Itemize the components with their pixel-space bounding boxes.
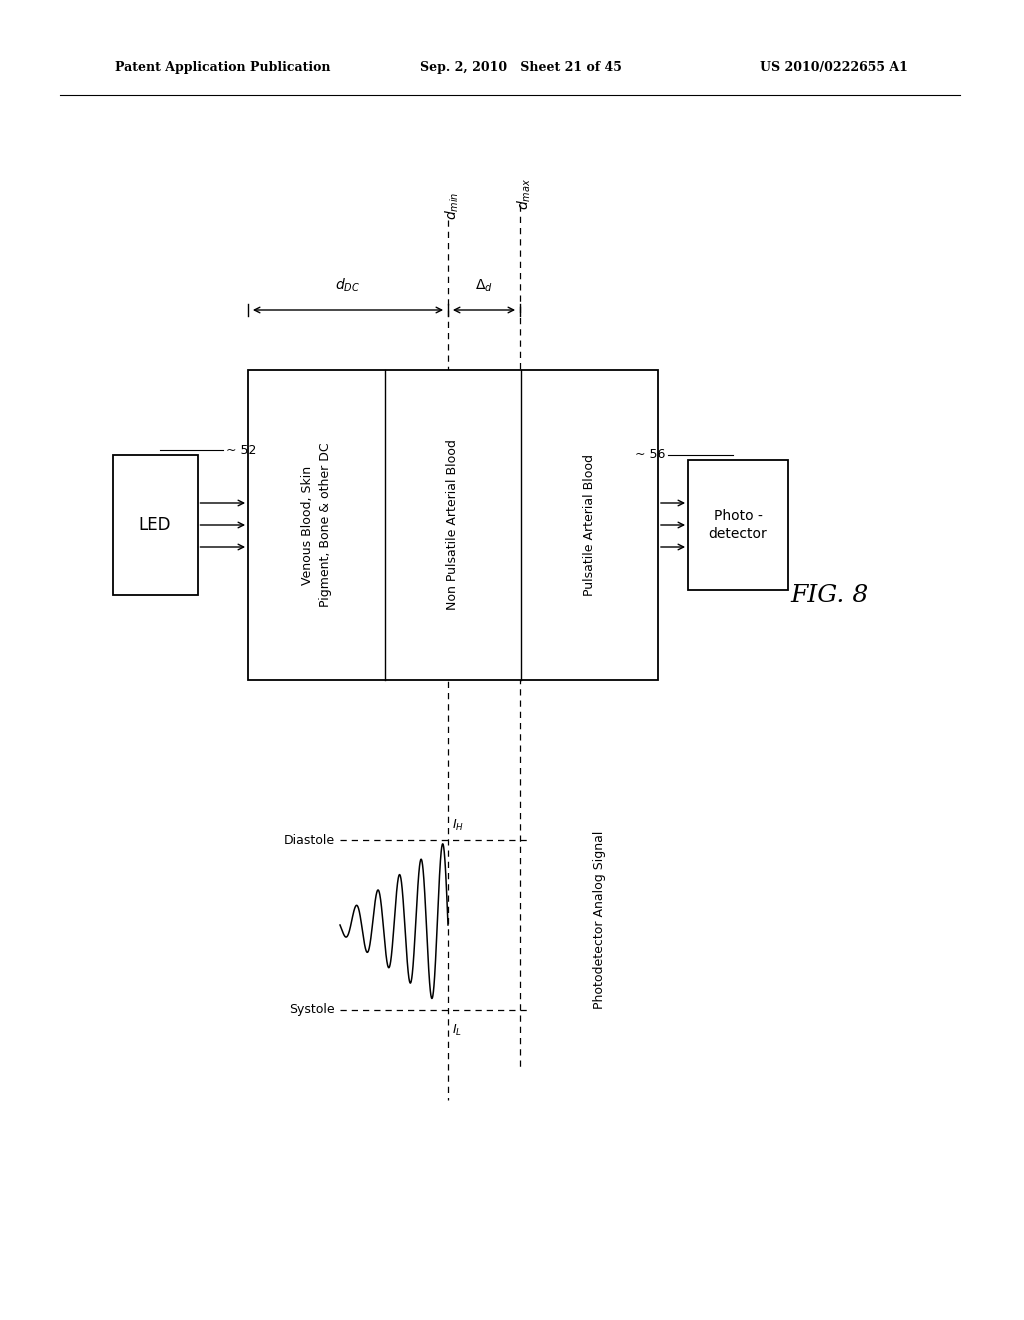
- Text: Systole: Systole: [290, 1003, 335, 1016]
- Bar: [113, 455, 198, 595]
- Text: ~ 56: ~ 56: [635, 449, 665, 462]
- Text: $d_{min}$: $d_{min}$: [443, 191, 461, 220]
- Text: FIG. 8: FIG. 8: [791, 583, 869, 606]
- Text: Pulsatile Arterial Blood: Pulsatile Arterial Blood: [583, 454, 596, 597]
- Text: $d_{DC}$: $d_{DC}$: [336, 277, 360, 294]
- Text: $I_L$: $I_L$: [452, 1023, 462, 1038]
- Text: Photodetector Analog Signal: Photodetector Analog Signal: [594, 830, 606, 1010]
- Text: Photo -
detector: Photo - detector: [709, 508, 767, 541]
- Text: Non Pulsatile Arterial Blood: Non Pulsatile Arterial Blood: [446, 440, 460, 610]
- Text: Venous Blood, Skin
Pigment, Bone & other DC: Venous Blood, Skin Pigment, Bone & other…: [301, 442, 332, 607]
- Text: $I_H$: $I_H$: [452, 817, 464, 833]
- Text: US 2010/0222655 A1: US 2010/0222655 A1: [760, 62, 908, 74]
- Bar: [248, 370, 658, 680]
- Text: ~ 52: ~ 52: [225, 444, 256, 457]
- Text: $d_{max}$: $d_{max}$: [515, 178, 532, 210]
- Text: Patent Application Publication: Patent Application Publication: [115, 62, 331, 74]
- Bar: [688, 459, 788, 590]
- Text: LED: LED: [138, 516, 171, 535]
- Text: Diastole: Diastole: [284, 833, 335, 846]
- Text: Sep. 2, 2010   Sheet 21 of 45: Sep. 2, 2010 Sheet 21 of 45: [420, 62, 622, 74]
- Text: $\Delta_d$: $\Delta_d$: [475, 277, 493, 294]
